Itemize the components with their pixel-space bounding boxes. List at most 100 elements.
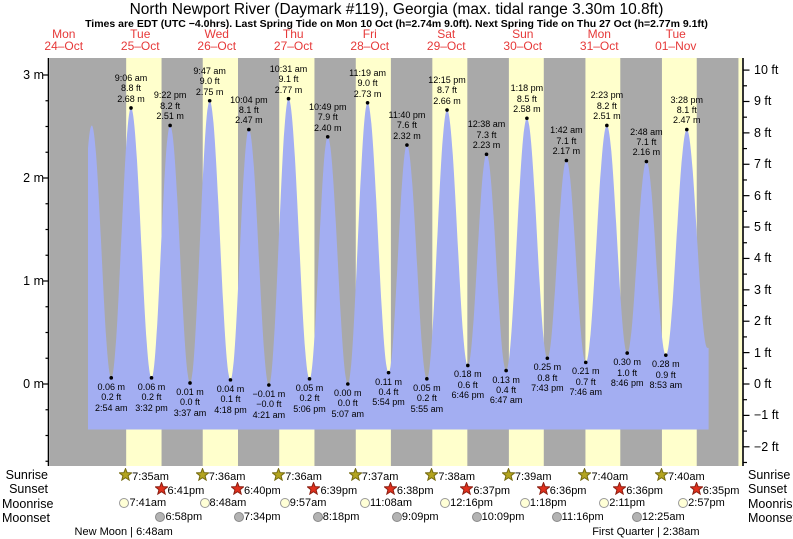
sunset-row-label-right: Sunset [748, 482, 787, 496]
right-axis-tick-label: 3 ft [754, 282, 772, 297]
sunrise-star-icon [347, 467, 363, 486]
high-tide-annotation: 10:31 am 9.1 ft 2.77 m [270, 64, 308, 95]
tide-annotation-line: 0.4 ft [496, 385, 517, 396]
tide-annotation-line: −0.01 m [252, 389, 286, 400]
tide-annotation-line: 8.2 ft [160, 100, 181, 111]
tide-annotation-line: 2.66 m [433, 95, 461, 106]
low-tide-annotation: 0.21 m 0.7 ft 7:46 am [569, 366, 602, 397]
sunrise-star-icon [194, 467, 210, 486]
moonrise-time: 11:08am [369, 496, 412, 509]
left-axis-tick-label: 1 m [23, 274, 44, 288]
tide-annotation-line: 2.47 m [235, 115, 263, 126]
tide-annotation-line: 10:49 pm [308, 101, 347, 112]
moonset-time: 11:16pm [561, 510, 604, 523]
tide-annotation-line: 6:46 pm [451, 390, 485, 401]
day-name: Thu [282, 27, 304, 41]
moonrise-entry: 2:11pm [599, 497, 645, 510]
tide-annotation-line: 5:54 pm [372, 397, 405, 408]
high-tide-annotation: 3:28 pm 8.1 ft 2.47 m [671, 95, 704, 126]
tide-annotation-line: 5:07 am [331, 408, 365, 419]
tide-annotation-line: 7.9 ft [317, 112, 338, 123]
day-name: Mon [52, 27, 76, 41]
tide-annotation-line: 5:06 pm [293, 403, 326, 414]
day-name: Sat [437, 27, 456, 41]
tide-extreme-dot [129, 106, 133, 110]
moonrise-entry: 8:48am [199, 497, 246, 510]
sunset-star-icon [688, 481, 704, 500]
high-tide-annotation: 10:49 pm 7.9 ft 2.40 m [309, 102, 347, 133]
sunrise-entry: 7:38am [424, 467, 476, 486]
tide-annotation-line: 6:47 am [489, 395, 523, 406]
tide-annotation-line: 0.4 ft [378, 387, 399, 398]
day-date: 28–Oct [350, 38, 390, 53]
left-axis-tick-label: 3 m [23, 68, 44, 82]
sunset-star-icon [612, 481, 628, 500]
tide-annotation-line: 0.0 ft [337, 398, 358, 409]
right-axis-tick-label: 7 ft [754, 157, 772, 172]
tide-extreme-dot [207, 98, 212, 103]
tide-annotation-line: 0.25 m [533, 362, 562, 373]
high-tide-annotation: 11:19 am 9.0 ft 2.73 m [349, 68, 386, 99]
sunrise-row-label-right: Sunrise [748, 468, 791, 482]
moonset-entry: 10:09pm [471, 511, 524, 524]
tide-annotation-line: 0.04 m [216, 383, 245, 394]
tide-extreme-dot [307, 377, 312, 381]
moonrise-time: 7:41am [129, 496, 167, 509]
moonset-circle-icon [631, 512, 642, 522]
sunrise-entry: 7:39am [500, 467, 552, 486]
tide-annotation-line: 0.1 ft [220, 394, 241, 405]
tide-annotation-line: 7.3 ft [476, 129, 497, 140]
sunset-entry: 6:39pm [306, 481, 357, 500]
tide-annotation-line: 0.18 m [454, 369, 482, 380]
tide-annotation-line: 4:18 pm [214, 404, 247, 415]
day-date: 27–Oct [273, 38, 313, 53]
low-tide-annotation: 0.01 m 0.0 ft 3:37 am [174, 387, 207, 418]
moonrise-circle-icon [119, 498, 130, 508]
right-axis-tick-label: 2 ft [754, 314, 772, 329]
tide-annotation-line: 0.13 m [492, 374, 520, 385]
low-tide-annotation: −0.01 m −0.0 ft 4:21 am [252, 389, 285, 420]
tide-extreme-dot [267, 383, 271, 387]
tide-extreme-dot [188, 381, 192, 385]
tide-annotation-line: 0.2 ft [299, 393, 320, 404]
moonset-circle-icon [155, 512, 166, 522]
sunset-star-icon [306, 481, 322, 500]
tide-annotation-line: 2.17 m [552, 146, 581, 157]
sunrise-time: 7:38am [438, 470, 476, 483]
sunrise-time: 7:37am [361, 470, 399, 483]
right-axis-tick-label: 6 ft [754, 188, 772, 203]
day-date: 25–Oct [120, 38, 160, 53]
day-name: Mon [587, 27, 611, 41]
tide-annotation-line: 2.77 m [274, 84, 303, 95]
tide-annotation-line: 0.06 m [137, 381, 166, 392]
high-tide-annotation: 1:18 pm 8.5 ft 2.58 m [511, 83, 544, 114]
tide-extreme-dot [445, 108, 449, 112]
tide-annotation-line: 2:54 am [94, 402, 128, 413]
low-tide-annotation: 0.25 m 0.8 ft 7:43 pm [531, 362, 564, 393]
day-header: Wed 26–Oct [197, 28, 236, 52]
moon-phase-label: First Quarter | 2:38am [592, 525, 700, 538]
tide-annotation-line: 0.2 ft [141, 392, 162, 403]
moonset-time: 6:58pm [165, 510, 203, 523]
moonset-entry: 6:58pm [155, 511, 202, 524]
day-header: Fri 28–Oct [350, 28, 390, 53]
high-tide-annotation: 11:40 pm 7.6 ft 2.32 m [389, 110, 426, 141]
moonset-time: 7:34pm [243, 510, 281, 523]
day-header: Mon 24–Oct [44, 27, 83, 52]
moonset-time: 12:25am [641, 510, 685, 523]
tide-annotation-line: 7.1 ft [636, 136, 657, 147]
tide-annotation-line: 0.05 m [295, 382, 324, 393]
right-axis-tick-label: 8 ft [754, 125, 772, 140]
tide-annotation-line: 3:32 pm [135, 402, 168, 413]
tide-annotation-line: 1:42 am [550, 125, 583, 136]
tide-annotation-line: 10:31 am [269, 63, 308, 74]
moonset-circle-icon [551, 512, 562, 522]
sunset-time: 6:41pm [167, 484, 205, 497]
tide-annotation-line: 0.6 ft [457, 379, 478, 390]
low-tide-annotation: 0.05 m 0.2 ft 5:55 am [411, 383, 444, 414]
day-date: 31–Oct [579, 38, 619, 53]
sunrise-time: 7:39am [514, 470, 552, 483]
right-axis-tick-label: −2 ft [754, 439, 779, 454]
high-tide-annotation: 12:38 am 7.3 ft 2.23 m [468, 119, 506, 150]
tide-annotation-line: 9:06 am [114, 72, 148, 83]
